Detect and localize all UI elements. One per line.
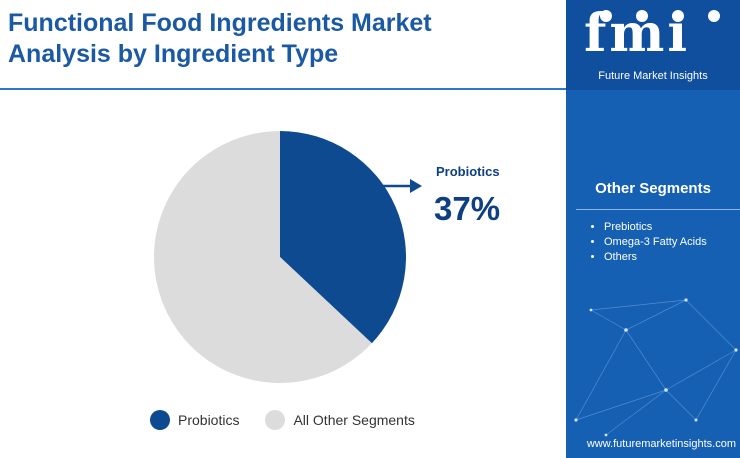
chart-legend: Probiotics All Other Segments xyxy=(150,410,441,430)
callout-label: Probiotics xyxy=(436,164,500,179)
fmi-logo: fmi Future Market Insights xyxy=(566,0,740,90)
pie-chart xyxy=(154,131,406,383)
legend-label-probiotics: Probiotics xyxy=(178,412,240,428)
other-segments-divider xyxy=(576,209,740,210)
other-segments-list: Prebiotics Omega-3 Fatty Acids Others xyxy=(566,220,707,265)
logo-subtitle: Future Market Insights xyxy=(598,70,708,82)
list-item: Omega-3 Fatty Acids xyxy=(604,235,707,250)
chart-title-line-1: Functional Food Ingredients Market xyxy=(8,9,432,37)
legend-label-other: All Other Segments xyxy=(293,412,415,428)
legend-swatch-other xyxy=(265,410,286,430)
legend-swatch-probiotics xyxy=(150,410,170,430)
legend-item-other: All Other Segments xyxy=(265,410,415,430)
network-decoration xyxy=(574,298,738,437)
callout-value: 37% xyxy=(434,190,501,227)
other-segments-heading: Other Segments xyxy=(595,180,711,197)
list-item: Others xyxy=(604,250,707,265)
pie-slice-0 xyxy=(280,131,406,344)
sidebar-panel: fmi Future Market Insights Other Segment… xyxy=(566,0,740,458)
pie-slice-1 xyxy=(154,131,372,383)
website-url: www.futuremarketinsights.com xyxy=(586,438,736,450)
chart-title: Functional Food Ingredients Market Analy… xyxy=(8,8,553,70)
list-item: Prebiotics xyxy=(604,220,707,235)
chart-title-line-2: Analysis by Ingredient Type xyxy=(8,40,339,68)
title-divider xyxy=(0,88,566,90)
legend-item-probiotics: Probiotics xyxy=(150,410,239,430)
callout-arrow-icon xyxy=(380,179,422,193)
logo-icons xyxy=(600,10,720,22)
